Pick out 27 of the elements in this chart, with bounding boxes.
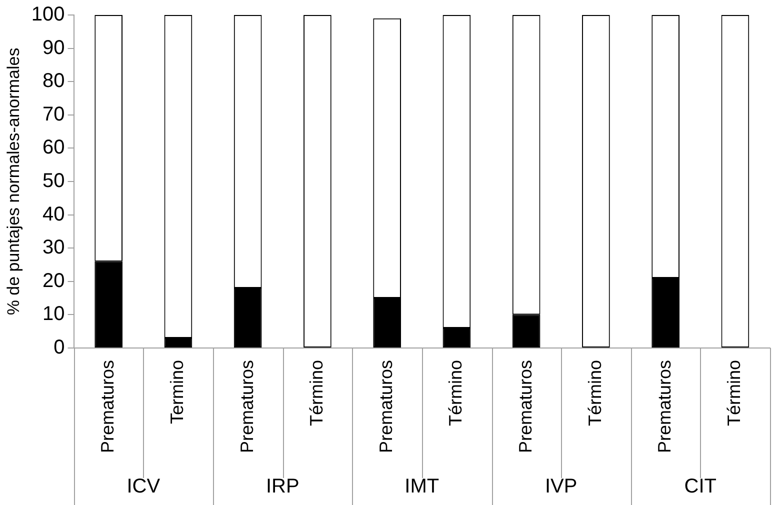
y-tick-label: 10 — [42, 303, 65, 326]
text: IMT — [404, 476, 440, 498]
y-tick-label: 40 — [42, 203, 65, 226]
text: ICV — [126, 476, 161, 498]
y-tick-label: 90 — [42, 36, 65, 59]
x-tick-label: Término — [306, 360, 326, 426]
y-tick-label: 0 — [54, 336, 65, 358]
x-tick-label: Término — [446, 360, 466, 426]
x-tick-label: Término — [724, 360, 744, 426]
y-tick-label: 20 — [42, 270, 65, 292]
y-tick-label: 60 — [42, 136, 65, 159]
text: IVP — [545, 476, 578, 498]
y-tick-label: 100 — [31, 4, 65, 26]
y-tick-label: 70 — [42, 103, 65, 126]
x-tick-label: Prematuros — [515, 360, 536, 454]
x-tick-label: Prematuros — [376, 360, 396, 454]
y-tick-label: 80 — [42, 70, 65, 92]
x-tick-label: Término — [584, 360, 605, 426]
text: IRP — [266, 476, 300, 498]
y-axis-title: % de puntajes normales-anormales — [4, 48, 23, 316]
x-tick-label: Prematuros — [236, 360, 257, 454]
y-tick-label: 30 — [42, 236, 65, 259]
text: CIT — [684, 476, 716, 498]
x-tick-label: Prematuros — [98, 360, 118, 454]
x-tick-label: Prematuros — [654, 360, 675, 454]
x-tick-label: Termino — [167, 360, 188, 424]
y-tick-label: 50 — [42, 170, 65, 192]
